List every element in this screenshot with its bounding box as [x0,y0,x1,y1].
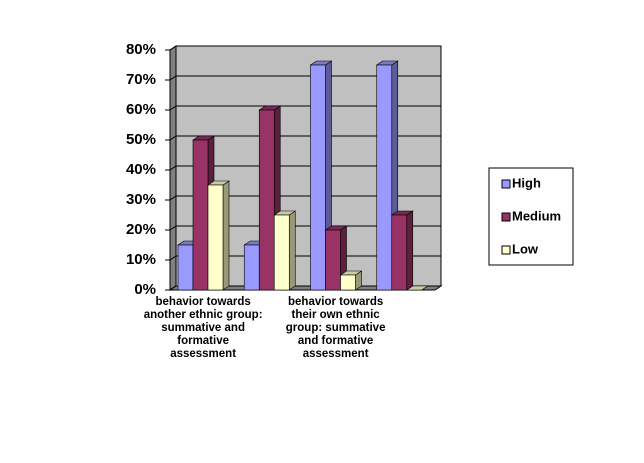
bar-top [405,285,429,291]
bar [243,244,260,291]
y-tick-label: 0% [134,281,156,298]
legend-swatch [501,179,511,189]
y-tick-label: 10% [126,251,156,268]
legend-label: Low [512,241,539,256]
y-tick-label: 40% [126,161,156,178]
legend-swatch [501,212,511,222]
bar-side [288,210,296,291]
y-tick-label: 20% [126,221,156,238]
y-tick-label: 30% [126,191,156,208]
grid-line-side [169,225,177,231]
grid-line-side [169,195,177,201]
grid-line-side [169,255,177,261]
legend-swatch [501,245,511,255]
grid-line-side [169,165,177,171]
bar-side [406,210,414,291]
y-tick-label: 80% [126,41,156,58]
grid-line-side [169,45,177,51]
bar [207,184,224,291]
x-tick-label: behavior towards their own ethnic group:… [285,296,386,360]
bar [325,229,341,291]
bar [340,274,356,291]
bar [391,214,408,291]
bar [273,214,290,291]
grid-line-side [169,135,177,141]
bar-side [222,180,230,291]
bar [310,64,326,291]
y-tick-label: 70% [126,71,156,88]
bar [258,109,275,291]
legend-label: Medium [512,208,561,223]
y-tick-label: 50% [126,131,156,148]
grid-line-side [169,105,177,111]
bar [177,244,194,291]
legend-label: High [512,175,541,190]
x-tick-label: behavior towards another ethnic group: s… [143,296,263,360]
grid-line-side [169,75,177,81]
bar [192,139,209,291]
bar [376,64,393,291]
grid-line-side [169,285,177,291]
y-tick-label: 60% [126,101,156,118]
